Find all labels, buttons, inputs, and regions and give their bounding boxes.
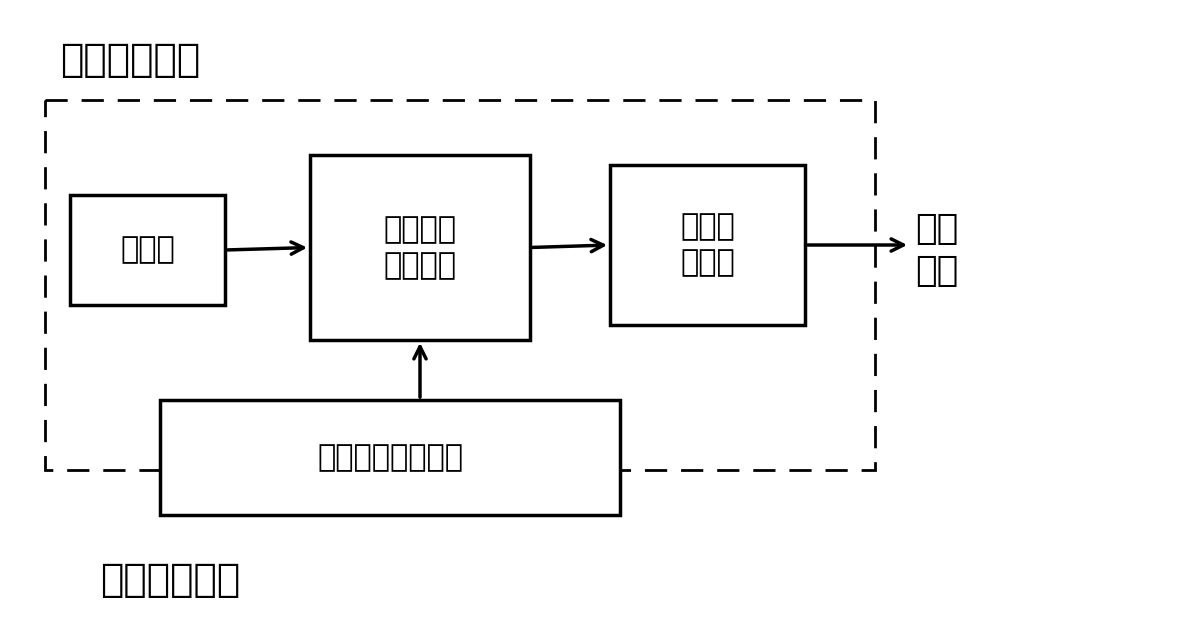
Bar: [161, 400, 621, 515]
Bar: [610, 165, 805, 325]
Text: 辐射输
出组件: 辐射输 出组件: [680, 213, 734, 278]
Text: 宽带隙半
导体器件: 宽带隙半 导体器件: [383, 215, 456, 280]
Bar: [310, 155, 530, 340]
Text: 微波
输出: 微波 输出: [915, 212, 958, 288]
Text: 光路调制模块: 光路调制模块: [99, 561, 241, 599]
Bar: [69, 195, 225, 305]
Text: 高能脉冲簇激光器: 高能脉冲簇激光器: [317, 443, 462, 472]
Text: 电压源: 电压源: [120, 236, 175, 265]
Text: 电路调制模块: 电路调制模块: [60, 41, 200, 79]
